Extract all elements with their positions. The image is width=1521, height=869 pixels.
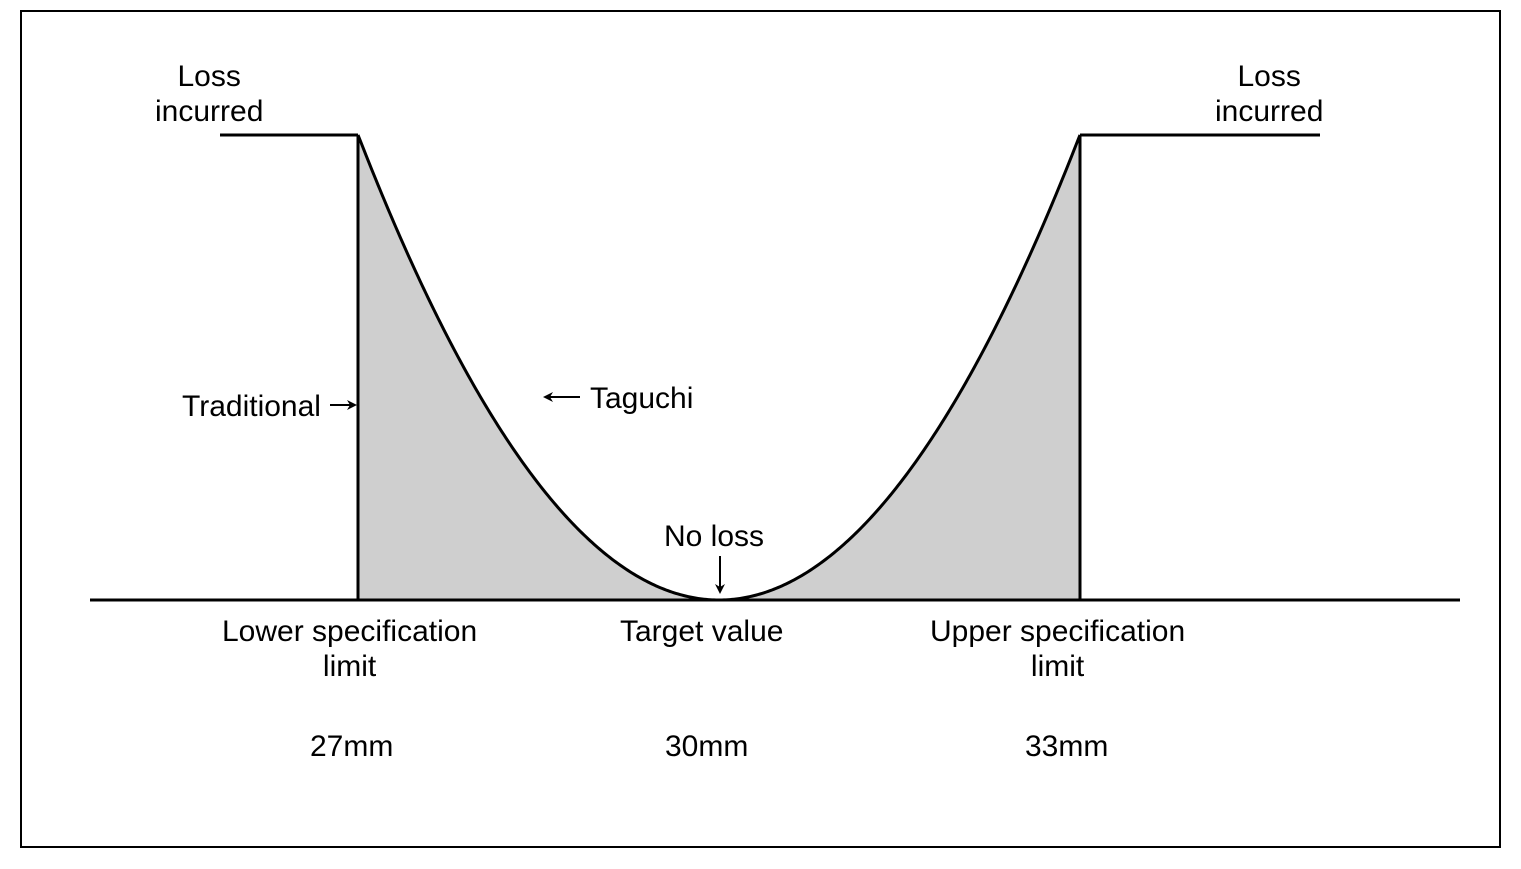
label-loss-right: Loss incurred xyxy=(1215,60,1323,129)
label-upper-spec: Upper specification limit xyxy=(930,615,1185,684)
label-target-value: Target value xyxy=(620,615,783,650)
diagram-container: Loss incurred Loss incurred Traditional … xyxy=(0,0,1521,869)
fill-right xyxy=(719,135,1080,600)
label-val-lower: 27mm xyxy=(310,730,393,765)
label-val-upper: 33mm xyxy=(1025,730,1108,765)
label-loss-left: Loss incurred xyxy=(155,60,263,129)
label-taguchi: Taguchi xyxy=(590,382,693,417)
label-lower-spec: Lower specification limit xyxy=(222,615,477,684)
label-val-target: 30mm xyxy=(665,730,748,765)
label-no-loss: No loss xyxy=(664,520,764,555)
label-traditional: Traditional xyxy=(182,390,321,425)
loss-function-diagram xyxy=(0,0,1521,869)
